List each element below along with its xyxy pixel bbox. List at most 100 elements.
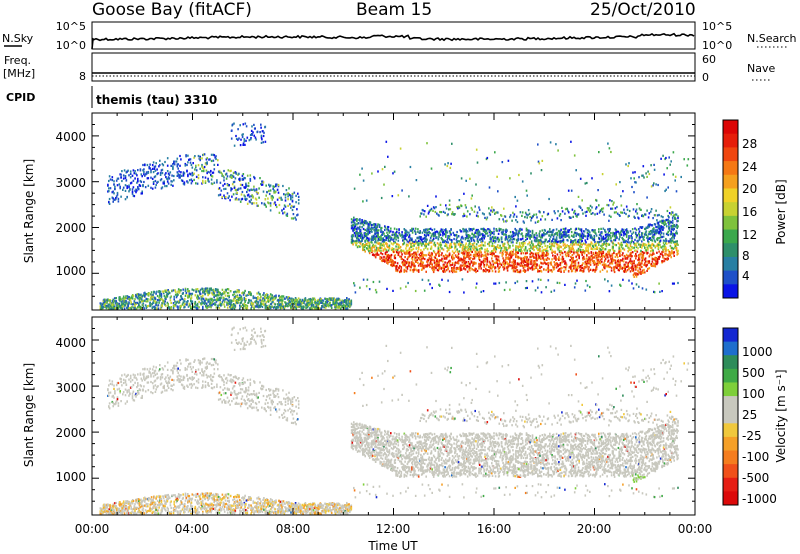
power-cell bbox=[278, 294, 280, 298]
power-cell bbox=[112, 307, 114, 310]
power-cell bbox=[524, 252, 527, 255]
power-cell bbox=[205, 302, 208, 305]
power-cell bbox=[178, 290, 181, 293]
power-cell bbox=[571, 208, 574, 211]
power-cell bbox=[109, 300, 111, 303]
power-cell bbox=[273, 191, 275, 194]
power-cell bbox=[396, 250, 398, 253]
power-cell bbox=[234, 299, 237, 302]
power-cell bbox=[187, 294, 189, 297]
power-cell bbox=[114, 307, 117, 310]
power-cell bbox=[445, 233, 447, 236]
power-cell bbox=[178, 301, 181, 304]
power-cell bbox=[468, 254, 470, 257]
power-cell bbox=[423, 234, 426, 237]
power-cell bbox=[210, 178, 213, 181]
power-cell bbox=[148, 167, 150, 170]
power-cell bbox=[291, 303, 293, 306]
power-cell bbox=[420, 236, 422, 239]
power-cell bbox=[404, 235, 406, 238]
power-cell bbox=[362, 278, 365, 281]
power-cell bbox=[252, 297, 255, 300]
power-cell bbox=[582, 212, 584, 215]
power-cell bbox=[589, 204, 592, 207]
power-cell bbox=[239, 307, 241, 310]
power-cell bbox=[571, 257, 574, 260]
power-cell bbox=[334, 304, 336, 307]
power-cell bbox=[515, 255, 518, 258]
power-cell bbox=[582, 258, 584, 261]
power-cell bbox=[493, 227, 495, 230]
power-cell bbox=[417, 241, 419, 244]
power-cell bbox=[574, 270, 577, 273]
power-cell bbox=[297, 192, 299, 195]
power-cell bbox=[479, 265, 482, 268]
power-cell bbox=[456, 248, 458, 251]
power-cell bbox=[501, 254, 504, 257]
power-cell bbox=[551, 240, 553, 243]
power-cell bbox=[183, 304, 185, 307]
power-cell bbox=[195, 288, 197, 291]
power-cell bbox=[351, 226, 354, 229]
power-cell bbox=[221, 174, 223, 177]
power-cell bbox=[521, 237, 524, 240]
power-cell bbox=[535, 256, 538, 259]
power-cell bbox=[530, 255, 532, 258]
power-cell bbox=[171, 289, 173, 292]
power-cell bbox=[356, 220, 358, 223]
power-cell bbox=[375, 291, 378, 294]
power-cell bbox=[444, 244, 446, 247]
power-cell bbox=[521, 246, 523, 249]
power-cell bbox=[558, 256, 560, 259]
power-cell bbox=[588, 252, 590, 255]
power-cell bbox=[428, 251, 430, 254]
power-cell bbox=[429, 265, 431, 268]
power-cell bbox=[312, 298, 315, 301]
power-cell bbox=[530, 219, 532, 222]
power-cell bbox=[539, 266, 541, 269]
power-cell bbox=[275, 294, 277, 297]
power-cell bbox=[150, 176, 152, 179]
power-cell bbox=[243, 194, 245, 197]
power-cell bbox=[267, 298, 270, 301]
power-cell bbox=[474, 231, 476, 234]
power-cell bbox=[574, 266, 577, 269]
power-cell bbox=[475, 286, 477, 289]
power-cell bbox=[405, 230, 408, 233]
power-cell bbox=[143, 307, 145, 310]
power-cell bbox=[454, 254, 457, 257]
power-cell bbox=[438, 243, 440, 246]
power-cell bbox=[518, 246, 520, 249]
power-cell bbox=[230, 303, 233, 306]
power-cell bbox=[212, 288, 215, 291]
power-cell bbox=[290, 306, 292, 309]
power-cell bbox=[493, 252, 495, 255]
power-cell bbox=[574, 282, 577, 285]
power-cell bbox=[544, 240, 547, 243]
power-cell bbox=[505, 220, 507, 223]
power-cell bbox=[457, 260, 459, 263]
power-cell bbox=[312, 304, 315, 307]
power-cell bbox=[476, 248, 479, 251]
power-cell bbox=[500, 237, 503, 241]
power-cell bbox=[246, 304, 249, 307]
power-cell bbox=[509, 288, 511, 291]
power-cell bbox=[545, 254, 547, 257]
power-cell bbox=[287, 298, 289, 301]
power-cell bbox=[588, 256, 590, 259]
power-cell bbox=[195, 175, 198, 178]
power-cell bbox=[550, 246, 553, 249]
power-cell bbox=[211, 175, 214, 178]
power-cell bbox=[513, 261, 516, 264]
power-cell bbox=[553, 261, 556, 264]
power-cell bbox=[212, 153, 215, 156]
power-cell bbox=[133, 300, 136, 303]
power-cell bbox=[359, 228, 362, 231]
power-cell bbox=[494, 237, 497, 240]
power-cell bbox=[463, 245, 466, 249]
power-cell bbox=[294, 216, 296, 219]
power-cell bbox=[474, 205, 476, 208]
power-cell bbox=[538, 232, 541, 235]
power-cell bbox=[388, 231, 391, 234]
power-cell bbox=[211, 304, 213, 307]
